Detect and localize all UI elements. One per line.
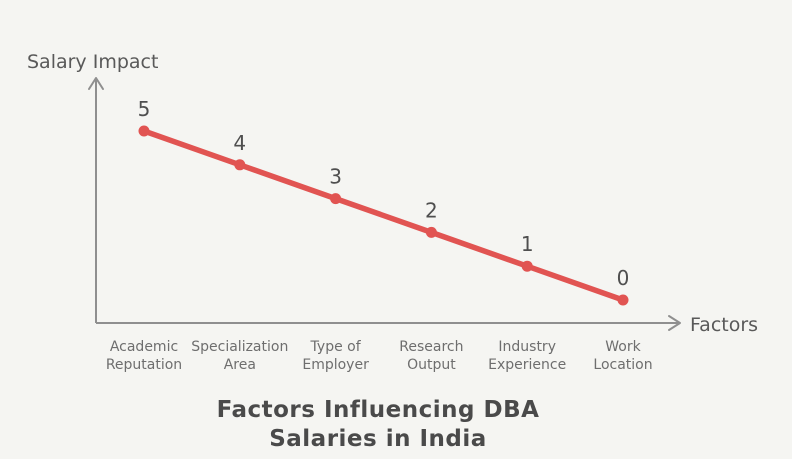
point-value-label: 1 (521, 232, 534, 256)
point-value-label: 0 (617, 266, 630, 290)
point-value-label: 2 (425, 198, 438, 222)
data-point (330, 193, 342, 205)
line-chart: Salary Impact Factors 5 Academic Reputation 4… (27, 51, 758, 373)
data-point (234, 159, 246, 171)
point-value-label: 4 (233, 131, 246, 155)
x-tick-label: Academic (110, 339, 178, 355)
point-value-label: 5 (138, 97, 151, 121)
x-tick-label: Work (605, 339, 641, 355)
data-point (138, 125, 150, 137)
x-tick-label: Output (407, 357, 456, 373)
y-axis-arrow-icon (88, 77, 104, 90)
x-tick-label: Location (593, 357, 652, 373)
x-tick-label: Reputation (106, 357, 182, 373)
x-tick-label: Type of (310, 339, 362, 355)
chart-title: Factors Influencing DBA Salaries in Indi… (0, 396, 756, 454)
x-axis-arrow-icon (668, 315, 681, 331)
x-tick-label: Area (224, 357, 256, 373)
data-line (141, 128, 626, 303)
chart-title-line-1: Factors Influencing DBA (216, 397, 540, 423)
y-axis-label: Salary Impact (27, 51, 158, 73)
x-tick-label: Experience (488, 357, 566, 373)
x-tick-label: Research (399, 339, 463, 355)
chart-title-line-2: Salaries in India (269, 426, 487, 452)
x-axis-label: Factors (690, 314, 758, 336)
data-point (425, 226, 437, 238)
x-tick-label: Specialization (191, 339, 288, 355)
data-point (617, 294, 629, 306)
x-tick-label: Industry (498, 339, 556, 355)
x-tick-label: Employer (302, 357, 369, 373)
point-value-label: 3 (329, 165, 342, 189)
data-point (521, 260, 533, 272)
